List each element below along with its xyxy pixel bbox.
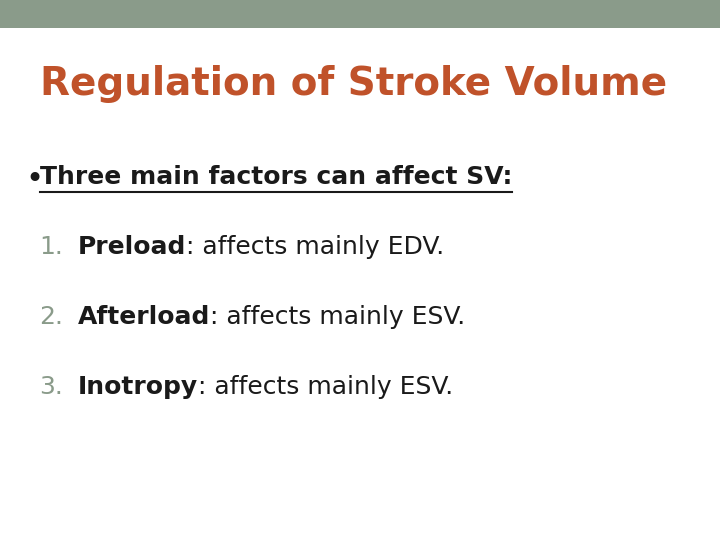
Text: 2.: 2. [40,305,63,329]
Text: Three main factors can affect SV:: Three main factors can affect SV: [40,165,512,188]
Text: Regulation of Stroke Volume: Regulation of Stroke Volume [40,65,667,103]
Text: : affects mainly EDV.: : affects mainly EDV. [186,235,444,259]
Text: Inotropy: Inotropy [78,375,198,399]
FancyBboxPatch shape [0,0,720,28]
Text: •: • [25,165,43,194]
Text: : affects mainly ESV.: : affects mainly ESV. [210,305,465,329]
Text: Afterload: Afterload [78,305,210,329]
Text: 1.: 1. [40,235,63,259]
Text: 3.: 3. [40,375,63,399]
Text: Preload: Preload [78,235,186,259]
Text: : affects mainly ESV.: : affects mainly ESV. [198,375,453,399]
